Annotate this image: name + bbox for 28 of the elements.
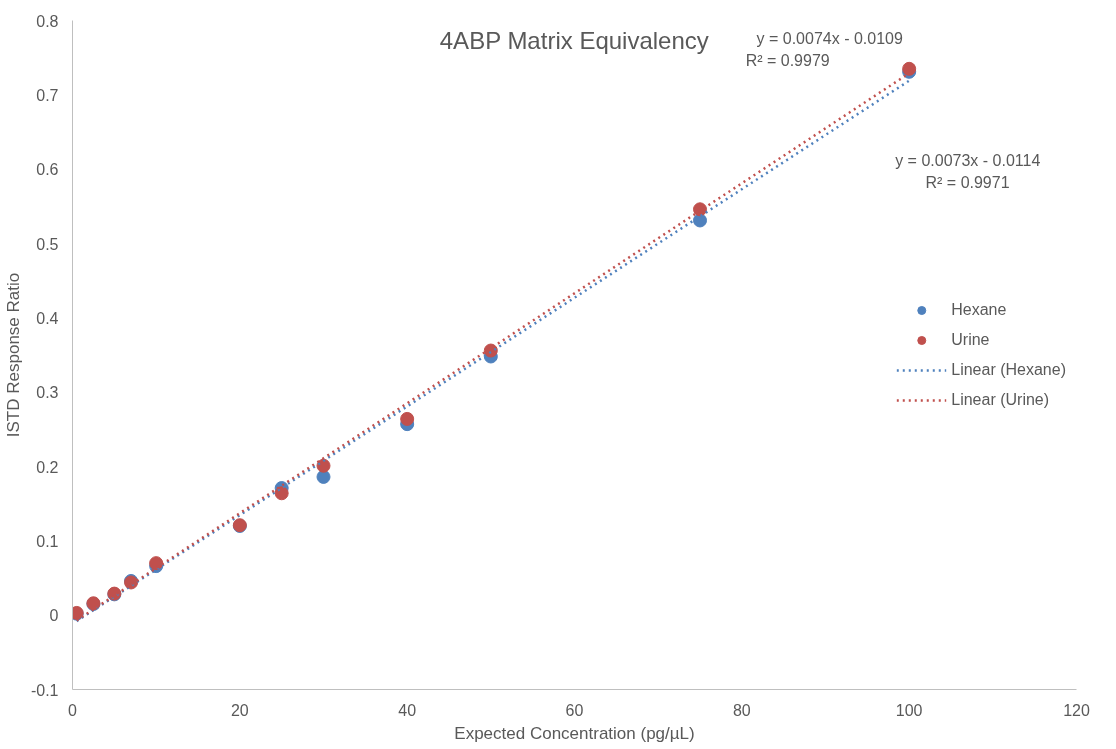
legend-label: Urine — [951, 330, 990, 349]
annotation: R² = 0.9979 — [745, 51, 830, 69]
y-tick-label: 0 — [49, 607, 59, 625]
x-tick-label: 100 — [895, 701, 923, 719]
legend-label: Hexane — [951, 300, 1007, 319]
y-tick-label: 0.4 — [36, 309, 59, 327]
x-tick-label: 0 — [68, 701, 78, 719]
x-tick-label: 120 — [1063, 701, 1090, 719]
legend-label: Linear (Urine) — [951, 390, 1050, 409]
y-tick-label: 0.2 — [36, 458, 59, 476]
y-tick-label: 0.8 — [36, 12, 59, 30]
x-tick-label: 20 — [230, 701, 249, 719]
annotation: y = 0.0073x - 0.0114 — [895, 152, 1041, 170]
x-tick-label: 80 — [732, 701, 751, 719]
x-tick-label: 60 — [565, 701, 584, 719]
y-tick-label: 0.5 — [36, 235, 59, 253]
y-tick-label: 0.1 — [36, 532, 59, 550]
y-tick-label: 0.7 — [36, 86, 59, 104]
annotation: R² = 0.9971 — [925, 174, 1010, 192]
y-tick-label: 0.6 — [36, 161, 59, 179]
x-axis-title: Expected Concentration (pg/µL) — [454, 723, 695, 743]
chart-title: 4ABP Matrix Equivalency — [439, 26, 709, 54]
annotation: y = 0.0074x - 0.0109 — [756, 29, 903, 47]
x-tick-label: 40 — [398, 701, 417, 719]
y-tick-label: 0.3 — [36, 384, 59, 402]
y-axis-title: ISTD Response Ratio — [3, 272, 23, 438]
legend-label: Linear (Hexane) — [951, 360, 1066, 379]
y-tick-label: -0.1 — [30, 681, 59, 699]
